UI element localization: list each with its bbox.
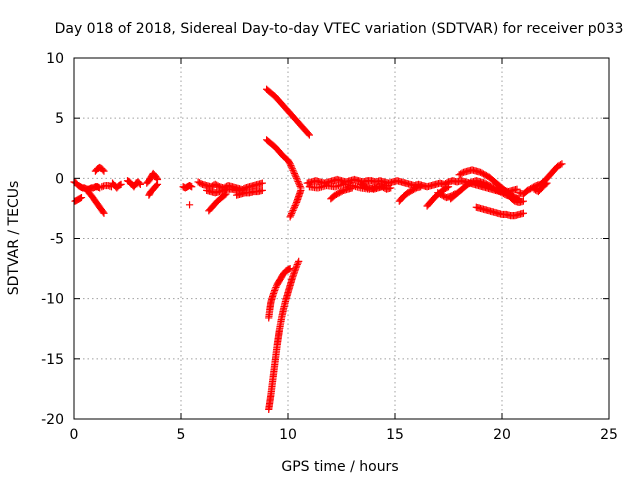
data-point <box>305 131 313 139</box>
data-point <box>304 130 312 138</box>
y-tick-label: 0 <box>55 171 64 187</box>
data-point <box>187 182 195 190</box>
data-point <box>188 183 196 191</box>
x-tick-label: 15 <box>386 427 404 443</box>
data-point <box>348 184 356 192</box>
data-point <box>387 184 395 192</box>
x-axis-ticks: 0 5 10 15 20 25 <box>70 58 618 443</box>
data-point <box>444 183 453 191</box>
data-point <box>513 185 521 193</box>
data-point <box>116 181 124 189</box>
data-point <box>519 209 527 217</box>
y-tick-label: -15 <box>41 352 64 368</box>
data-point <box>286 264 294 273</box>
data-point <box>153 174 161 182</box>
y-tick-label: -20 <box>41 412 64 428</box>
y-axis-label: SDTVAR / TECUs <box>6 181 22 296</box>
data-point <box>135 179 143 187</box>
data-point <box>100 167 108 175</box>
data-point <box>99 166 107 174</box>
points-layer <box>70 85 566 413</box>
data-point <box>152 181 160 190</box>
data-point <box>286 213 294 221</box>
x-axis-label: GPS time / hours <box>281 459 398 475</box>
x-tick-label: 5 <box>177 427 186 443</box>
data-point <box>117 180 125 188</box>
data-point <box>77 193 86 202</box>
data-point <box>95 183 103 191</box>
data-point <box>76 194 85 202</box>
data-point <box>542 180 550 188</box>
y-axis-ticks: 10 5 0 -5 -10 -15 -20 <box>41 51 609 428</box>
data-point <box>258 186 266 194</box>
x-tick-label: 20 <box>493 427 511 443</box>
data-point <box>295 257 303 265</box>
data-point <box>519 197 527 205</box>
y-tick-label: -5 <box>50 232 64 248</box>
data-point <box>558 160 566 168</box>
chart-title: Day 018 of 2018, Sidereal Day-to-day VTE… <box>55 21 624 37</box>
data-point <box>100 209 108 217</box>
data-point <box>222 190 230 198</box>
y-tick-label: 5 <box>55 111 64 127</box>
grid-layer <box>74 58 609 419</box>
data-point <box>258 179 266 187</box>
data-point <box>285 265 293 273</box>
data-point <box>221 191 229 199</box>
y-tick-label: -10 <box>41 292 64 308</box>
data-point <box>153 180 162 188</box>
data-point <box>99 208 107 216</box>
x-tick-label: 25 <box>600 427 618 443</box>
y-tick-label: 10 <box>46 51 64 67</box>
data-point <box>417 183 425 191</box>
data-point <box>136 180 144 188</box>
data-point <box>185 201 194 209</box>
x-tick-label: 10 <box>279 427 297 443</box>
x-tick-label: 0 <box>70 427 79 443</box>
data-point <box>543 179 551 187</box>
